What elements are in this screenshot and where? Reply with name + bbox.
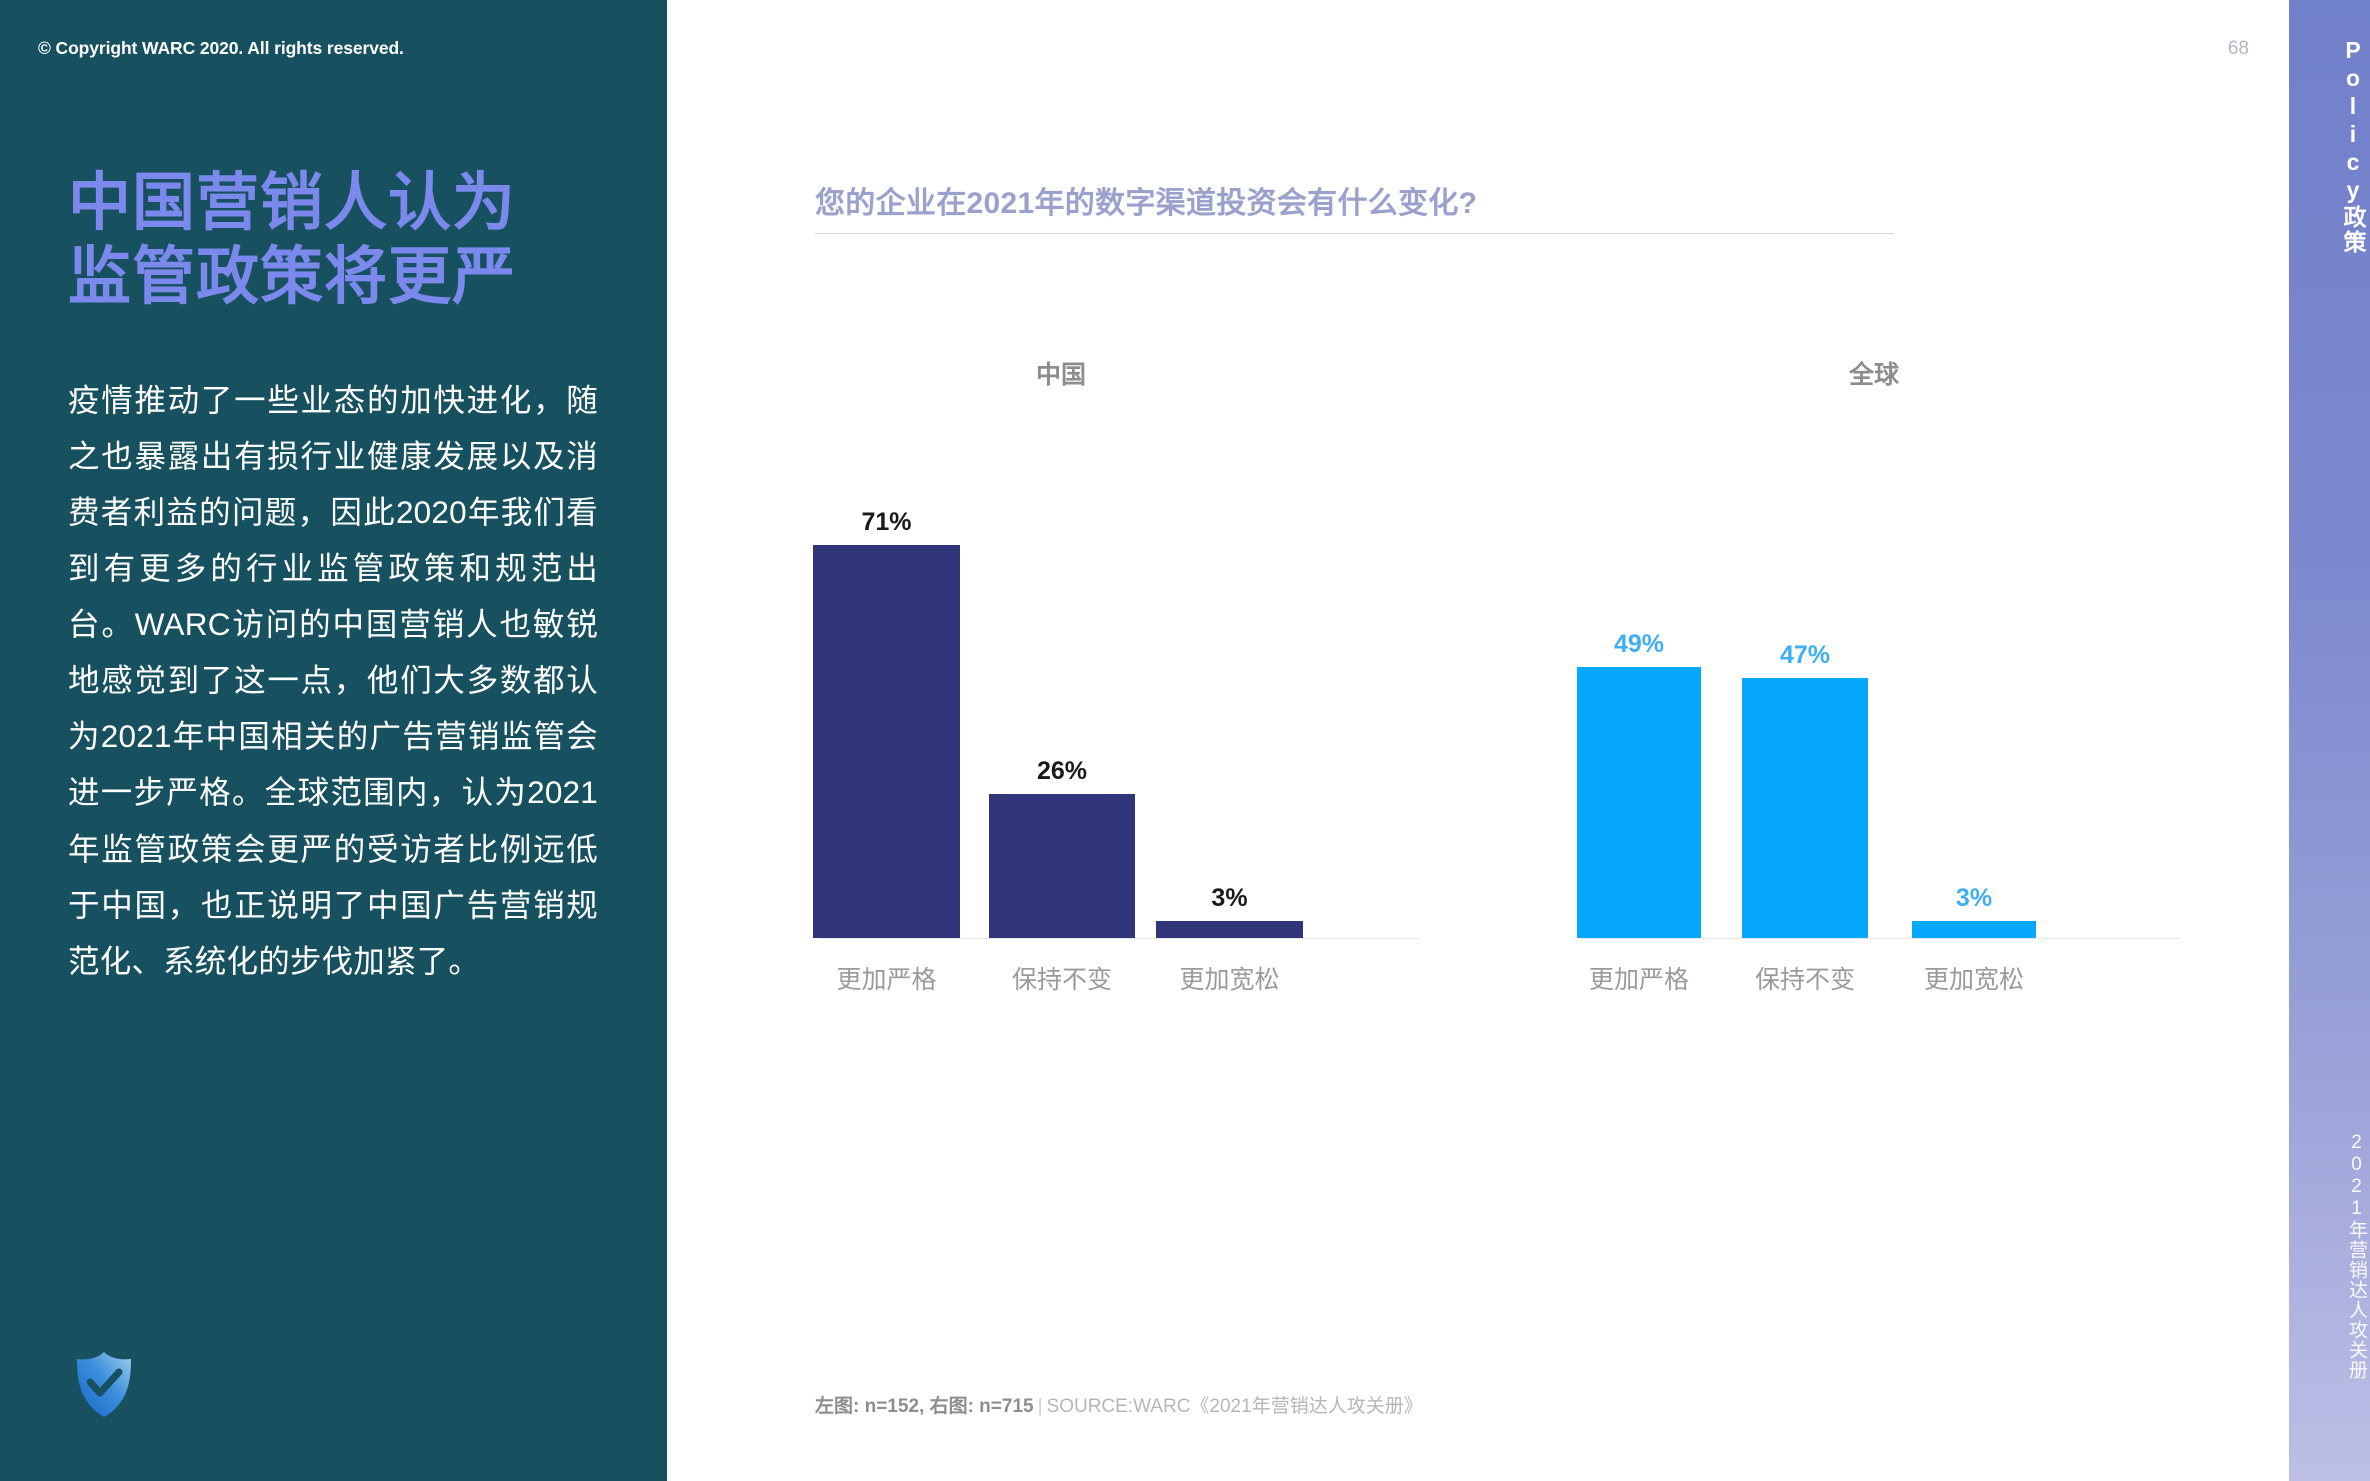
bar-更加严格[interactable] — [813, 545, 960, 938]
axis-baseline — [1580, 938, 2180, 939]
title-divider — [815, 233, 1894, 234]
source-separator: | — [1037, 1396, 1043, 1417]
page-title-line-2: 监管政策将更严 — [68, 242, 516, 313]
chart-panel-china: 中国 71% 更加严格 26% 保持不变 3% 更加宽松 — [813, 355, 1419, 1095]
bar-更加宽松[interactable] — [1912, 921, 2036, 938]
bar-group: 49% 更加严格 — [1577, 495, 1701, 994]
bar-value-label: 49% — [1613, 630, 1665, 658]
category-label: 更加宽松 — [1179, 966, 1280, 994]
category-label: 更加严格 — [836, 966, 937, 994]
plot-area: 49% 更加严格 47% 保持不变 3% 更加宽松 — [1577, 407, 2180, 1027]
bar-group: 71% 更加严格 — [813, 495, 960, 994]
shield-check-icon — [73, 1351, 135, 1419]
bar-value-label: 3% — [1955, 884, 1993, 912]
bar-value-label: 47% — [1779, 641, 1831, 669]
rail-book-title: 2021年营销达人攻关册 — [2346, 1132, 2367, 1380]
right-section-rail: Policy政策 2021年营销达人攻关册 — [2289, 0, 2370, 1481]
bar-更加宽松[interactable] — [1156, 921, 1303, 938]
copyright-notice: © Copyright WARC 2020. All rights reserv… — [38, 38, 404, 58]
source-footnote: 左图: n=152, 右图: n=715 | SOURCE:WARC《2021年营销… — [815, 1391, 1423, 1418]
page-title-line-1: 中国营销人认为 — [68, 168, 516, 238]
source-credit: SOURCE:WARC《2021年营销达人攻关册》 — [1046, 1396, 1423, 1417]
bar-group: 3% 更加宽松 — [1156, 495, 1303, 994]
axis-baseline — [819, 938, 1419, 939]
rail-section-label: Policy政策 — [2340, 37, 2366, 255]
chart-panel-title: 中国 — [1035, 361, 1086, 389]
bar-value-label: 26% — [1036, 757, 1088, 785]
bar-更加严格[interactable] — [1577, 667, 1701, 938]
chart-question-title: 您的企业在2021年的数字渠道投资会有什么变化? — [815, 187, 1478, 220]
sample-size-label: 左图: n=152, 右图: n=715 — [815, 1396, 1034, 1417]
chart-panel-title: 全球 — [1848, 361, 1899, 389]
page-title: 中国营销人认为 监管政策将更严 — [68, 166, 628, 315]
bar-group: 26% 保持不变 — [989, 495, 1135, 994]
category-label: 保持不变 — [1754, 966, 1855, 994]
bar-group: 3% 更加宽松 — [1912, 495, 2036, 994]
plot-area: 71% 更加严格 26% 保持不变 3% 更加宽松 — [813, 407, 1419, 1027]
bar-value-label: 71% — [861, 508, 912, 536]
category-label: 保持不变 — [1011, 966, 1112, 994]
category-label: 更加严格 — [1588, 966, 1689, 994]
category-label: 更加宽松 — [1923, 966, 2024, 994]
bar-value-label: 3% — [1211, 884, 1248, 912]
page-number: 68 — [2227, 38, 2249, 59]
body-paragraph: 疫情推动了一些业态的加快进化，随之也暴露出有损行业健康发展以及消费者利益的问题，… — [68, 382, 598, 979]
chart-panel-global: 全球 49% 更加严格 47% 保持不变 3% 更加宽松 — [1577, 355, 2180, 1095]
bar-保持不变[interactable] — [989, 794, 1135, 938]
left-intro-panel: © Copyright WARC 2020. All rights reserv… — [0, 0, 667, 1481]
bar-group: 47% 保持不变 — [1742, 495, 1868, 994]
chart-content-area: 68 您的企业在2021年的数字渠道投资会有什么变化? 中国 71% 更加严格 … — [667, 0, 2370, 1481]
bar-保持不变[interactable] — [1742, 678, 1868, 938]
